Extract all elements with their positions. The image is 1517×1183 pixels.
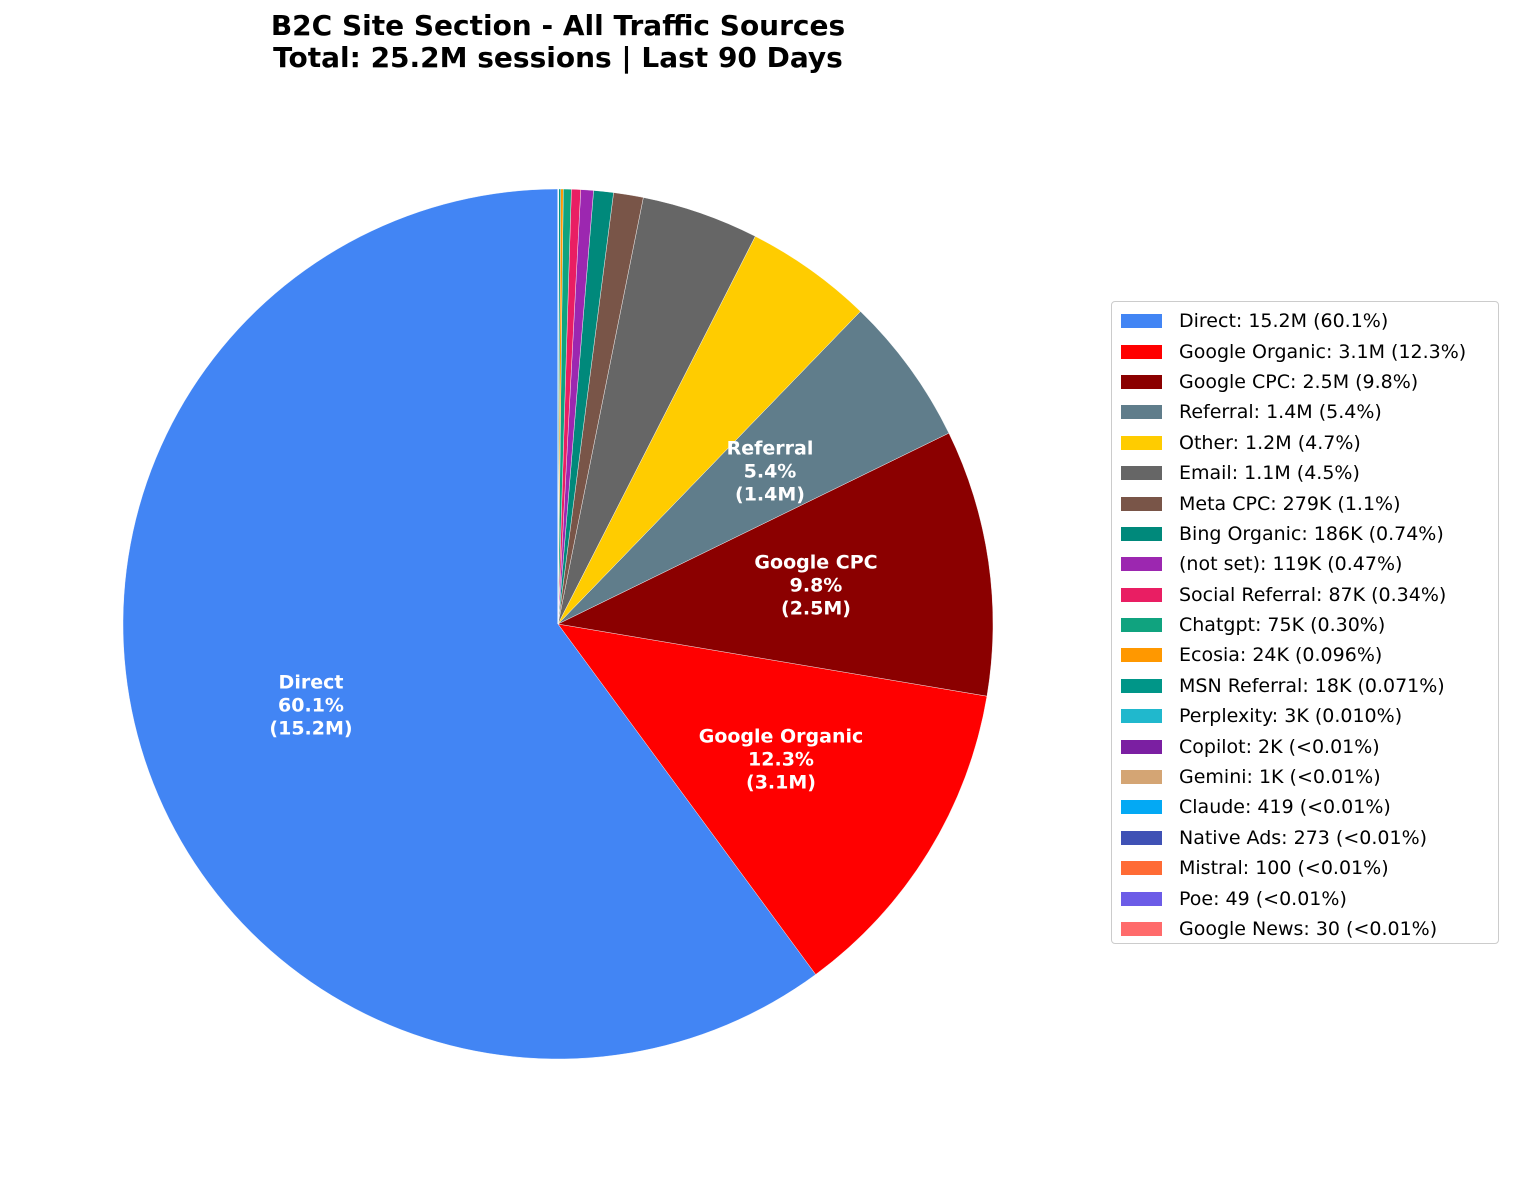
slice-label-google-cpc: Google CPC 9.8% (2.5M) (754, 552, 877, 621)
slice-label-name: Direct (278, 671, 344, 694)
slice-label-name: Google CPC (754, 551, 878, 574)
legend-item: MSN Referral: 18K (0.071%) (1112, 671, 1498, 701)
legend-item: Meta CPC: 279K (1.1%) (1112, 488, 1498, 518)
slice-label-direct: Direct 60.1% (15.2M) (269, 672, 352, 741)
legend-item: Bing Organic: 186K (0.74%) (1112, 519, 1498, 549)
legend-item: Google Organic: 3.1M (12.3%) (1112, 336, 1498, 366)
slice-label-value: (3.1M) (746, 771, 816, 794)
legend-item: Perplexity: 3K (0.010%) (1112, 701, 1498, 731)
chart-title-line2: Total: 25.2M sessions | Last 90 Days (273, 41, 843, 74)
legend-label: Ecosia: 24K (0.096%) (1179, 644, 1383, 667)
slice-label-name: Google Organic (698, 725, 864, 748)
legend-label: Referral: 1.4M (5.4%) (1179, 401, 1382, 424)
chart-legend: Direct: 15.2M (60.1%) Google Organic: 3.1… (1111, 301, 1499, 944)
legend-swatch (1121, 435, 1162, 450)
legend-label: Email: 1.1M (4.5%) (1179, 462, 1360, 485)
legend-label: Mistral: 100 (<0.01%) (1179, 857, 1389, 880)
legend-label: MSN Referral: 18K (0.071%) (1179, 674, 1445, 697)
slice-label-pct: 9.8% (789, 574, 843, 597)
legend-item: Google CPC: 2.5M (9.8%) (1112, 367, 1498, 397)
legend-item: Google News: 30 (<0.01%) (1112, 914, 1498, 944)
legend-item: Claude: 419 (<0.01%) (1112, 792, 1498, 822)
legend-swatch (1121, 770, 1162, 785)
slice-label-pct: 5.4% (743, 460, 797, 483)
legend-swatch (1121, 830, 1162, 845)
legend-item: Ecosia: 24K (0.096%) (1112, 640, 1498, 670)
legend-item: Gemini: 1K (<0.01%) (1112, 762, 1498, 792)
legend-item: Chatgpt: 75K (0.30%) (1112, 610, 1498, 640)
pie-slice-direct (122, 188, 816, 1060)
legend-label: Gemini: 1K (<0.01%) (1179, 766, 1381, 789)
pie-slice-google-organic (557, 623, 988, 975)
legend-item: Email: 1.1M (4.5%) (1112, 458, 1498, 488)
slice-label-name: Referral (726, 437, 814, 460)
legend-item: Other: 1.2M (4.7%) (1112, 428, 1498, 458)
legend-swatch (1121, 405, 1162, 420)
chart-title: B2C Site Section - All Traffic Sources T… (158, 10, 958, 74)
legend-item: Native Ads: 273 (<0.01%) (1112, 823, 1498, 853)
legend-item: Poe: 49 (<0.01%) (1112, 883, 1498, 913)
legend-swatch (1121, 678, 1162, 693)
legend-label: Copilot: 2K (<0.01%) (1179, 735, 1380, 758)
legend-item: (not set): 119K (0.47%) (1112, 549, 1498, 579)
legend-swatch (1121, 739, 1162, 754)
pie-slice-google-cpc (557, 432, 994, 697)
legend-label: Native Ads: 273 (<0.01%) (1179, 826, 1428, 849)
legend-swatch (1121, 314, 1162, 329)
legend-item: Direct: 15.2M (60.1%) (1112, 306, 1498, 336)
slice-label-pct: 60.1% (278, 694, 344, 717)
legend-swatch (1121, 709, 1162, 724)
slice-label-value: (1.4M) (735, 483, 805, 506)
legend-label: Google CPC: 2.5M (9.8%) (1179, 370, 1419, 393)
legend-label: Bing Organic: 186K (0.74%) (1179, 522, 1444, 545)
legend-label: Google News: 30 (<0.01%) (1179, 918, 1438, 940)
legend-label: Other: 1.2M (4.7%) (1179, 431, 1361, 454)
slice-label-referral: Referral 5.4% (1.4M) (727, 438, 814, 507)
legend-swatch (1121, 618, 1162, 633)
legend-swatch (1121, 891, 1162, 906)
legend-swatch (1121, 526, 1162, 541)
legend-label: Google Organic: 3.1M (12.3%) (1179, 340, 1467, 363)
legend-label: Chatgpt: 75K (0.30%) (1179, 614, 1386, 637)
chart-title-line1: B2C Site Section - All Traffic Sources (270, 9, 846, 42)
slice-label-value: (2.5M) (781, 597, 851, 620)
legend-label: (not set): 119K (0.47%) (1179, 553, 1403, 576)
legend-swatch (1121, 800, 1162, 815)
legend-label: Poe: 49 (<0.01%) (1179, 887, 1347, 910)
legend-label: Claude: 419 (<0.01%) (1179, 796, 1391, 819)
legend-item: Copilot: 2K (<0.01%) (1112, 731, 1498, 761)
pie-slice-referral (557, 311, 950, 625)
slice-label-google-organic: Google Organic 12.3% (3.1M) (699, 726, 864, 795)
legend-swatch (1121, 922, 1162, 936)
legend-label: Direct: 15.2M (60.1%) (1179, 310, 1389, 333)
legend-item: Referral: 1.4M (5.4%) (1112, 397, 1498, 427)
legend-item: Mistral: 100 (<0.01%) (1112, 853, 1498, 883)
legend-swatch (1121, 587, 1162, 602)
slice-label-value: (15.2M) (269, 717, 353, 740)
legend-swatch (1121, 374, 1162, 389)
legend-swatch (1121, 557, 1162, 572)
legend-swatch (1121, 466, 1162, 481)
legend-item: Social Referral: 87K (0.34%) (1112, 580, 1498, 610)
legend-swatch (1121, 648, 1162, 663)
legend-label: Social Referral: 87K (0.34%) (1179, 583, 1447, 606)
legend-swatch (1121, 344, 1162, 359)
legend-label: Perplexity: 3K (0.010%) (1179, 705, 1403, 728)
legend-label: Meta CPC: 279K (1.1%) (1179, 492, 1401, 515)
legend-swatch (1121, 861, 1162, 876)
slice-label-pct: 12.3% (748, 748, 814, 771)
legend-swatch (1121, 496, 1162, 511)
